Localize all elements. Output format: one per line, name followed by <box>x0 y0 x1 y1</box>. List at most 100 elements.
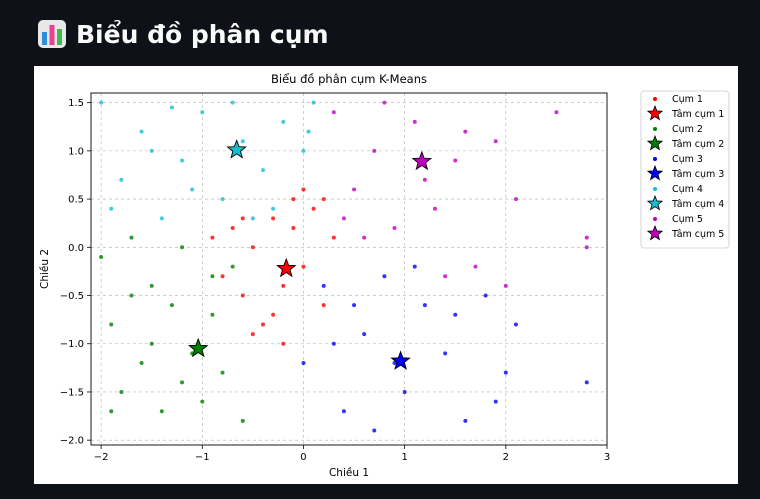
cluster-1-point <box>220 274 225 279</box>
legend-center-5-label: Tâm cụm 5 <box>671 229 724 240</box>
cluster-5-point <box>513 197 518 202</box>
cluster-1-point <box>210 235 215 240</box>
y-tick-label: −2.0 <box>60 436 84 447</box>
cluster-5-point <box>392 226 397 231</box>
cluster-4-point <box>261 168 265 173</box>
x-tick-label: 1 <box>401 452 407 463</box>
cluster-1-point <box>331 235 336 240</box>
page-header: Biểu đồ phân cụm <box>38 16 329 52</box>
cluster-5-point <box>493 139 498 144</box>
legend-star-marker <box>646 104 664 121</box>
data-points <box>99 100 589 433</box>
cluster-5-point <box>554 110 559 115</box>
cluster-1-point <box>271 312 276 317</box>
cluster-3-point <box>503 370 508 375</box>
cluster-3-point <box>483 293 488 298</box>
cluster-1-point <box>321 197 326 202</box>
cluster-2-point <box>210 312 215 317</box>
grid <box>91 93 608 445</box>
x-tick-label: −2 <box>94 452 109 463</box>
cluster-3-point <box>513 322 518 327</box>
cluster-3-point <box>301 361 306 366</box>
x-tick-label: −1 <box>195 452 210 463</box>
cluster-5-point <box>422 177 427 182</box>
cluster-5-point <box>362 235 367 240</box>
cluster-2-point <box>220 370 225 375</box>
cluster-5-center-star <box>411 150 433 171</box>
legend-cluster-4-label: Cụm 4 <box>672 184 703 195</box>
cluster-2-point <box>149 283 154 288</box>
cluster-4-point <box>220 197 225 202</box>
cluster-4-point <box>281 119 286 124</box>
cluster-2-point <box>109 409 114 414</box>
legend-center-4-label: Tâm cụm 4 <box>671 199 724 210</box>
cluster-2-point <box>180 245 185 250</box>
cluster-5-point <box>412 119 417 124</box>
axis-ticks: −2 −1 0 1 2 3 −2.0 −1.5 −1.0 −0.5 0.0 0.5 1.0 1.5 <box>60 98 610 463</box>
cluster-1-point <box>271 216 276 221</box>
cluster-5-point <box>443 274 448 279</box>
cluster-2-point <box>129 235 134 240</box>
x-tick-label: 3 <box>604 452 610 463</box>
cluster-4-point <box>301 148 306 153</box>
cluster-1-point <box>301 187 306 192</box>
cluster-3-point <box>463 418 468 423</box>
cluster-1-point <box>240 216 245 221</box>
cluster-2-point <box>200 399 205 404</box>
cluster-5-point <box>463 129 468 134</box>
cluster-1-point <box>291 226 296 231</box>
cluster-4-point <box>190 187 195 192</box>
y-tick-label: 1.5 <box>68 98 84 109</box>
cluster-5-point <box>341 216 346 221</box>
cluster-3-point <box>362 332 367 337</box>
y-tick-label: 0.0 <box>68 243 84 254</box>
cluster-2-point <box>149 341 154 346</box>
cluster-3-point <box>352 303 357 308</box>
x-tick-label: 0 <box>300 452 306 463</box>
cluster-5-point <box>433 206 437 211</box>
legend-point-marker <box>653 157 657 161</box>
bar-chart-icon <box>38 20 66 48</box>
cluster-3-point <box>493 399 498 404</box>
cluster-3-point <box>392 361 397 366</box>
cluster-3-point <box>443 351 448 356</box>
y-tick-label: 0.5 <box>68 195 84 206</box>
cluster-4-point <box>271 206 276 211</box>
legend-center-2-label: Tâm cụm 2 <box>671 139 724 150</box>
cluster-5-point <box>584 245 589 250</box>
cluster-4-point <box>240 139 245 144</box>
legend-cluster-2-label: Cụm 2 <box>672 124 703 135</box>
cluster-4-point <box>200 110 205 115</box>
cluster-1-point <box>250 332 255 337</box>
cluster-1-point <box>261 322 265 327</box>
legend-center-1-label: Tâm cụm 1 <box>671 109 724 120</box>
cluster-5-point <box>331 110 336 115</box>
legend-point-marker <box>653 127 657 131</box>
legend-cluster-3-label: Cụm 3 <box>672 154 703 165</box>
legend: Cụm 1 Tâm cụm 1 Cụm 2 Tâm cụm 2 Cụm 3 Tâm cụm… <box>640 90 730 249</box>
cluster-1-center-star <box>276 257 297 278</box>
cluster-4-point <box>169 105 174 110</box>
plot-frame <box>90 92 608 446</box>
legend-star-marker <box>646 224 664 241</box>
legend-center-3-label: Tâm cụm 3 <box>671 169 724 180</box>
cluster-4-point <box>306 129 311 134</box>
cluster-2-point <box>109 322 114 327</box>
cluster-2-point <box>230 264 235 269</box>
y-axis-label: Chiều 2 <box>39 249 51 289</box>
cluster-1-point <box>301 264 306 269</box>
cluster-3-point <box>412 264 417 269</box>
cluster-3-point <box>402 389 407 394</box>
cluster-4-point <box>250 216 255 221</box>
kmeans-scatter-chart: Biểu đồ phân cụm K-Means −2 −1 0 1 2 3 −2.0 −1.… <box>39 72 730 479</box>
cluster-1-point <box>281 283 286 288</box>
cluster-4-point <box>139 129 144 134</box>
cluster-2-point <box>169 303 174 308</box>
legend-point-marker <box>653 97 657 101</box>
cluster-5-point <box>473 264 478 269</box>
legend-point-marker <box>653 187 657 191</box>
cluster-1-point <box>240 293 245 298</box>
x-tick-label: 2 <box>503 452 509 463</box>
cluster-2-point <box>240 418 245 423</box>
cluster-2-point <box>139 361 144 366</box>
